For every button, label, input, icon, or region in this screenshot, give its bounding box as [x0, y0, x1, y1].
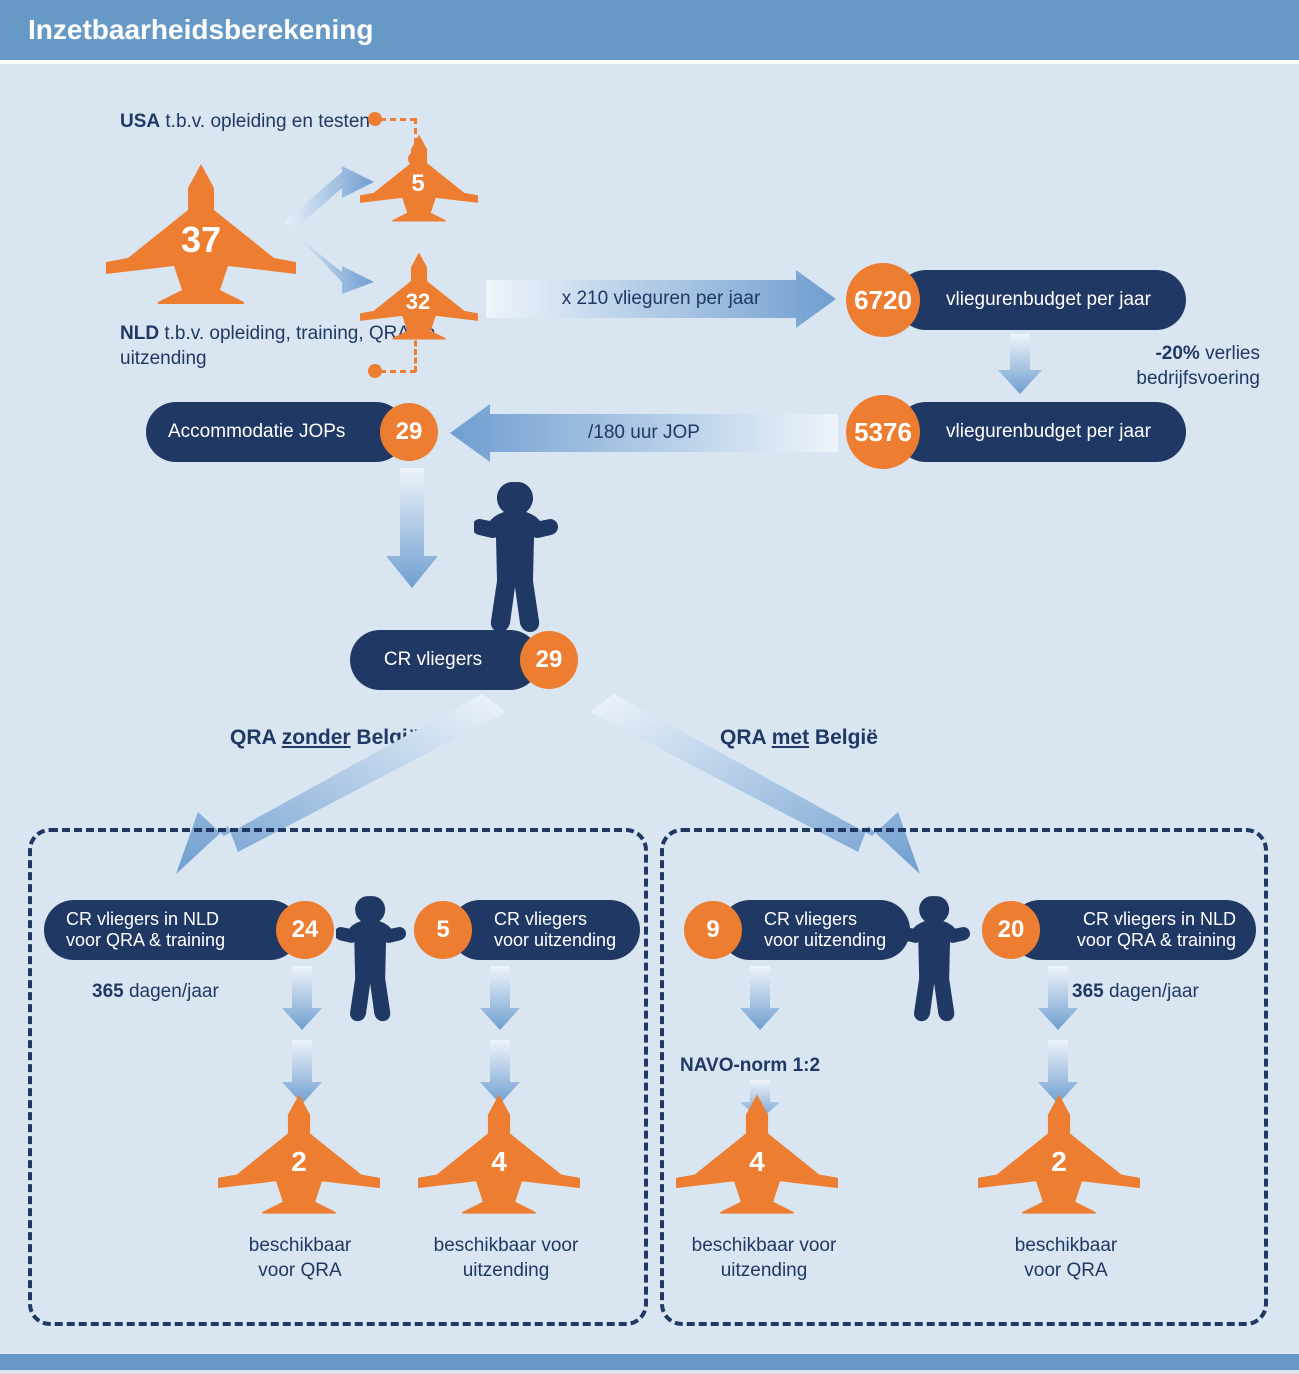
- footer-bar: [0, 1354, 1299, 1370]
- jet-icon: 2: [978, 1094, 1140, 1214]
- jet-icon: 4: [676, 1094, 838, 1214]
- usa-label: USA t.b.v. opleiding en testen: [120, 110, 380, 135]
- dashed-line: [380, 118, 416, 121]
- navo-label: NAVO-norm 1:2: [680, 1054, 820, 1079]
- jet-icon: 2: [218, 1094, 380, 1214]
- jet-icon: 32: [360, 252, 478, 340]
- left-qra-label: CR vliegers in NLD voor QRA & training: [66, 909, 250, 950]
- arrow-label: x 210 vlieguren per jaar: [562, 288, 761, 310]
- dashed-line: [380, 370, 416, 373]
- budget1-pill: vliegurenbudget per jaar: [896, 270, 1186, 330]
- arrow-down-icon: [740, 966, 780, 1030]
- cr-vliegers-value: 29: [520, 631, 578, 689]
- page-title: Inzetbaarheidsberekening: [28, 14, 373, 45]
- jet-icon: 37: [106, 164, 296, 304]
- budget1-value: 6720: [846, 263, 920, 337]
- jet-value: 2: [291, 1146, 307, 1178]
- left-qra-jet-label: beschikbaar voor QRA: [230, 1234, 370, 1283]
- right-uit-label: CR vliegers voor uitzending: [764, 909, 888, 950]
- budget2-value: 5376: [846, 395, 920, 469]
- left-uit-label: CR vliegers voor uitzending: [494, 909, 618, 950]
- right-uit-jet-label: beschikbaar voor uitzending: [684, 1234, 844, 1283]
- jet-value: 37: [181, 219, 221, 261]
- right-days: 365 dagen/jaar: [1072, 980, 1199, 1005]
- left-uit-pill: CR vliegers voor uitzending: [450, 900, 640, 960]
- left-uit-value: 5: [414, 901, 472, 959]
- left-days: 365 dagen/jaar: [92, 980, 219, 1005]
- arrow-down-icon: [386, 468, 438, 588]
- header-bar: Inzetbaarheidsberekening: [0, 0, 1299, 64]
- pilot-icon: [474, 482, 570, 640]
- jet-value: 4: [491, 1146, 507, 1178]
- arrow-down-icon: [1038, 966, 1078, 1030]
- right-qra-pill: CR vliegers in NLD voor QRA & training: [1010, 900, 1256, 960]
- budget1-label: vliegurenbudget per jaar: [946, 289, 1151, 312]
- jet-value: 2: [1051, 1146, 1067, 1178]
- jet-value: 5: [411, 170, 424, 198]
- right-qra-value: 20: [982, 901, 1040, 959]
- split-arrow-icon: [284, 166, 374, 296]
- accommodatie-label: Accommodatie JOPs: [168, 421, 345, 444]
- arrow-label: /180 uur JOP: [588, 422, 700, 444]
- cr-vliegers-pill: CR vliegers: [350, 630, 540, 690]
- arrow-down-icon: [480, 966, 520, 1030]
- accommodatie-value: 29: [380, 403, 438, 461]
- right-qra-jet-label: beschikbaar voor QRA: [996, 1234, 1136, 1283]
- budget2-pill: vliegurenbudget per jaar: [896, 402, 1186, 462]
- right-uit-pill: CR vliegers voor uitzending: [720, 900, 910, 960]
- jet-icon: 5: [360, 134, 478, 222]
- left-qra-pill: CR vliegers in NLD voor QRA & training: [44, 900, 300, 960]
- loss-label: -20% verlies bedrijfsvoering: [1060, 342, 1260, 391]
- infographic-canvas: USA t.b.v. opleiding en testen NLD t.b.v…: [0, 64, 1299, 1374]
- left-qra-value: 24: [276, 901, 334, 959]
- pilot-icon: [900, 896, 980, 1028]
- arrow-jop: /180 uur JOP: [450, 404, 838, 462]
- pilot-icon: [336, 896, 416, 1028]
- budget2-label: vliegurenbudget per jaar: [946, 421, 1151, 444]
- left-uit-jet-label: beschikbaar voor uitzending: [426, 1234, 586, 1283]
- arrow-flighthours: x 210 vlieguren per jaar: [486, 270, 836, 328]
- jet-value: 32: [406, 289, 430, 315]
- arrow-down-icon: [282, 966, 322, 1030]
- jet-icon: 4: [418, 1094, 580, 1214]
- right-qra-label: CR vliegers in NLD voor QRA & training: [1054, 909, 1236, 950]
- accommodatie-pill: Accommodatie JOPs: [146, 402, 406, 462]
- arrow-down-icon: [998, 334, 1042, 394]
- jet-value: 4: [749, 1146, 765, 1178]
- cr-vliegers-label: CR vliegers: [384, 649, 482, 671]
- right-uit-value: 9: [684, 901, 742, 959]
